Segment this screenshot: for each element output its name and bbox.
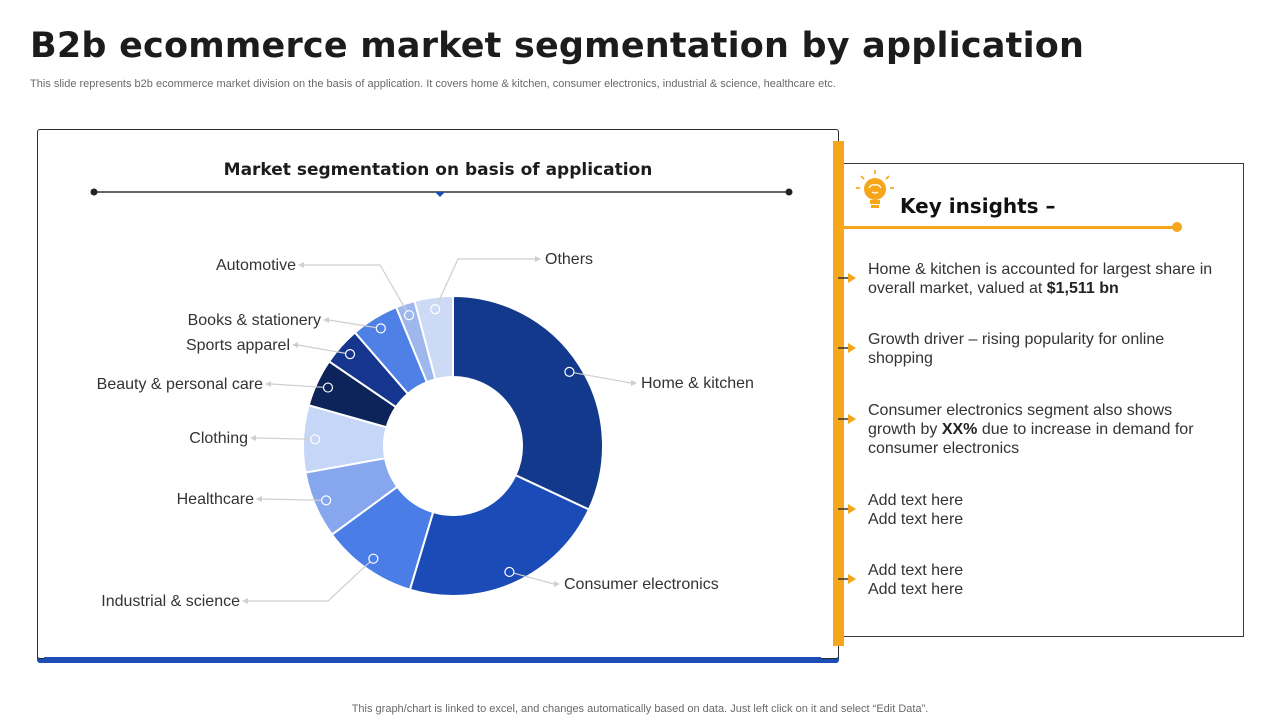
marker-automotive [403, 310, 415, 321]
marker-healthcare [321, 495, 332, 506]
leader-line-beauty-personal-care [270, 383, 329, 389]
divider-dot-right [785, 188, 793, 196]
bullet-arrow-icon [838, 504, 856, 514]
label-others: Others [545, 251, 593, 268]
marker-others [430, 304, 441, 315]
bullet-arrow-icon [838, 273, 856, 283]
bullet-arrow-icon [838, 343, 856, 353]
leader-arrow-beauty-personal-care [265, 381, 271, 387]
slice-home-kitchen [452, 294, 604, 511]
insights-divider-dot [1172, 222, 1182, 232]
leader-arrow-others [535, 256, 541, 262]
leader-arrow-consumer-electronics [554, 581, 560, 587]
slice-consumer-electronics [408, 473, 591, 597]
divider-dot-left [90, 188, 98, 196]
leader-line-clothing [255, 437, 316, 440]
insight-item: Add text here Add text here [868, 562, 964, 598]
leader-line-books-stationery [328, 319, 381, 329]
divider-pointer [435, 192, 445, 197]
insights-panel [842, 163, 1244, 637]
label-consumer-electronics: Consumer electronics [564, 576, 719, 593]
leader-arrow-books-stationery [323, 317, 329, 323]
marker-sports-apparel [344, 349, 356, 360]
marker-consumer-electronics [504, 566, 515, 578]
insights-divider [844, 226, 1178, 229]
donut-chart: Home & kitchen Consumer electronics Indust… [90, 188, 793, 610]
label-industrial-science: Industrial & science [101, 593, 240, 610]
insight-item: Consumer electronics segment also shows … [868, 402, 1194, 457]
lightbulb-brain-icon [856, 170, 894, 208]
marker-beauty-personal-care [322, 382, 334, 393]
leader-arrow-automotive [298, 262, 304, 268]
leader-line-sports-apparel [297, 344, 351, 355]
chart-title: Market segmentation on basis of applicat… [223, 160, 653, 180]
slide-title: B2b ecommerce market segmentation by app… [30, 26, 1085, 66]
label-automotive: Automotive [216, 257, 296, 274]
leader-line-automotive [304, 264, 410, 316]
leader-line-others [434, 258, 535, 310]
leader-line-home-kitchen [569, 371, 632, 384]
insights-heading: Key insights – [900, 194, 1056, 218]
label-books-stationery: Books & stationery [188, 312, 321, 329]
insight-item: Home & kitchen is accounted for largest … [868, 261, 1213, 297]
chart-underline-bar [44, 657, 821, 663]
bullet-arrow-icon [838, 574, 856, 584]
chart-panel: Market segmentation on basis of applicat… [37, 129, 839, 659]
marker-home-kitchen [564, 366, 575, 378]
label-healthcare: Healthcare [177, 491, 254, 508]
leader-arrow-industrial-science [242, 598, 248, 604]
label-home-kitchen: Home & kitchen [641, 375, 754, 392]
insight-item: Growth driver – rising popularity for on… [868, 331, 1165, 367]
label-sports-apparel: Sports apparel [186, 337, 290, 354]
leader-line-consumer-electronics [509, 571, 555, 585]
label-beauty-personal-care: Beauty & personal care [97, 376, 263, 393]
leader-line-healthcare [261, 498, 327, 501]
leader-arrow-healthcare [256, 496, 262, 502]
leader-arrow-sports-apparel [292, 342, 298, 348]
marker-industrial-science [368, 553, 379, 564]
insights-accent-bar [833, 141, 844, 646]
label-clothing: Clothing [189, 430, 248, 447]
slide-footer: This graph/chart is linked to excel, and… [351, 703, 929, 715]
leader-arrow-clothing [250, 435, 256, 441]
slide-subtitle: This slide represents b2b ecommerce mark… [30, 78, 836, 90]
leader-line-industrial-science [248, 558, 374, 602]
leader-arrow-home-kitchen [631, 380, 637, 386]
marker-books-stationery [375, 323, 386, 334]
marker-clothing [310, 434, 321, 445]
insight-highlight: $1,511 bn [1046, 280, 1119, 297]
insight-highlight: XX% [941, 421, 978, 438]
bullet-arrow-icon [838, 414, 856, 424]
slice-others [413, 294, 454, 381]
insight-item: Add text here Add text here [868, 492, 964, 528]
